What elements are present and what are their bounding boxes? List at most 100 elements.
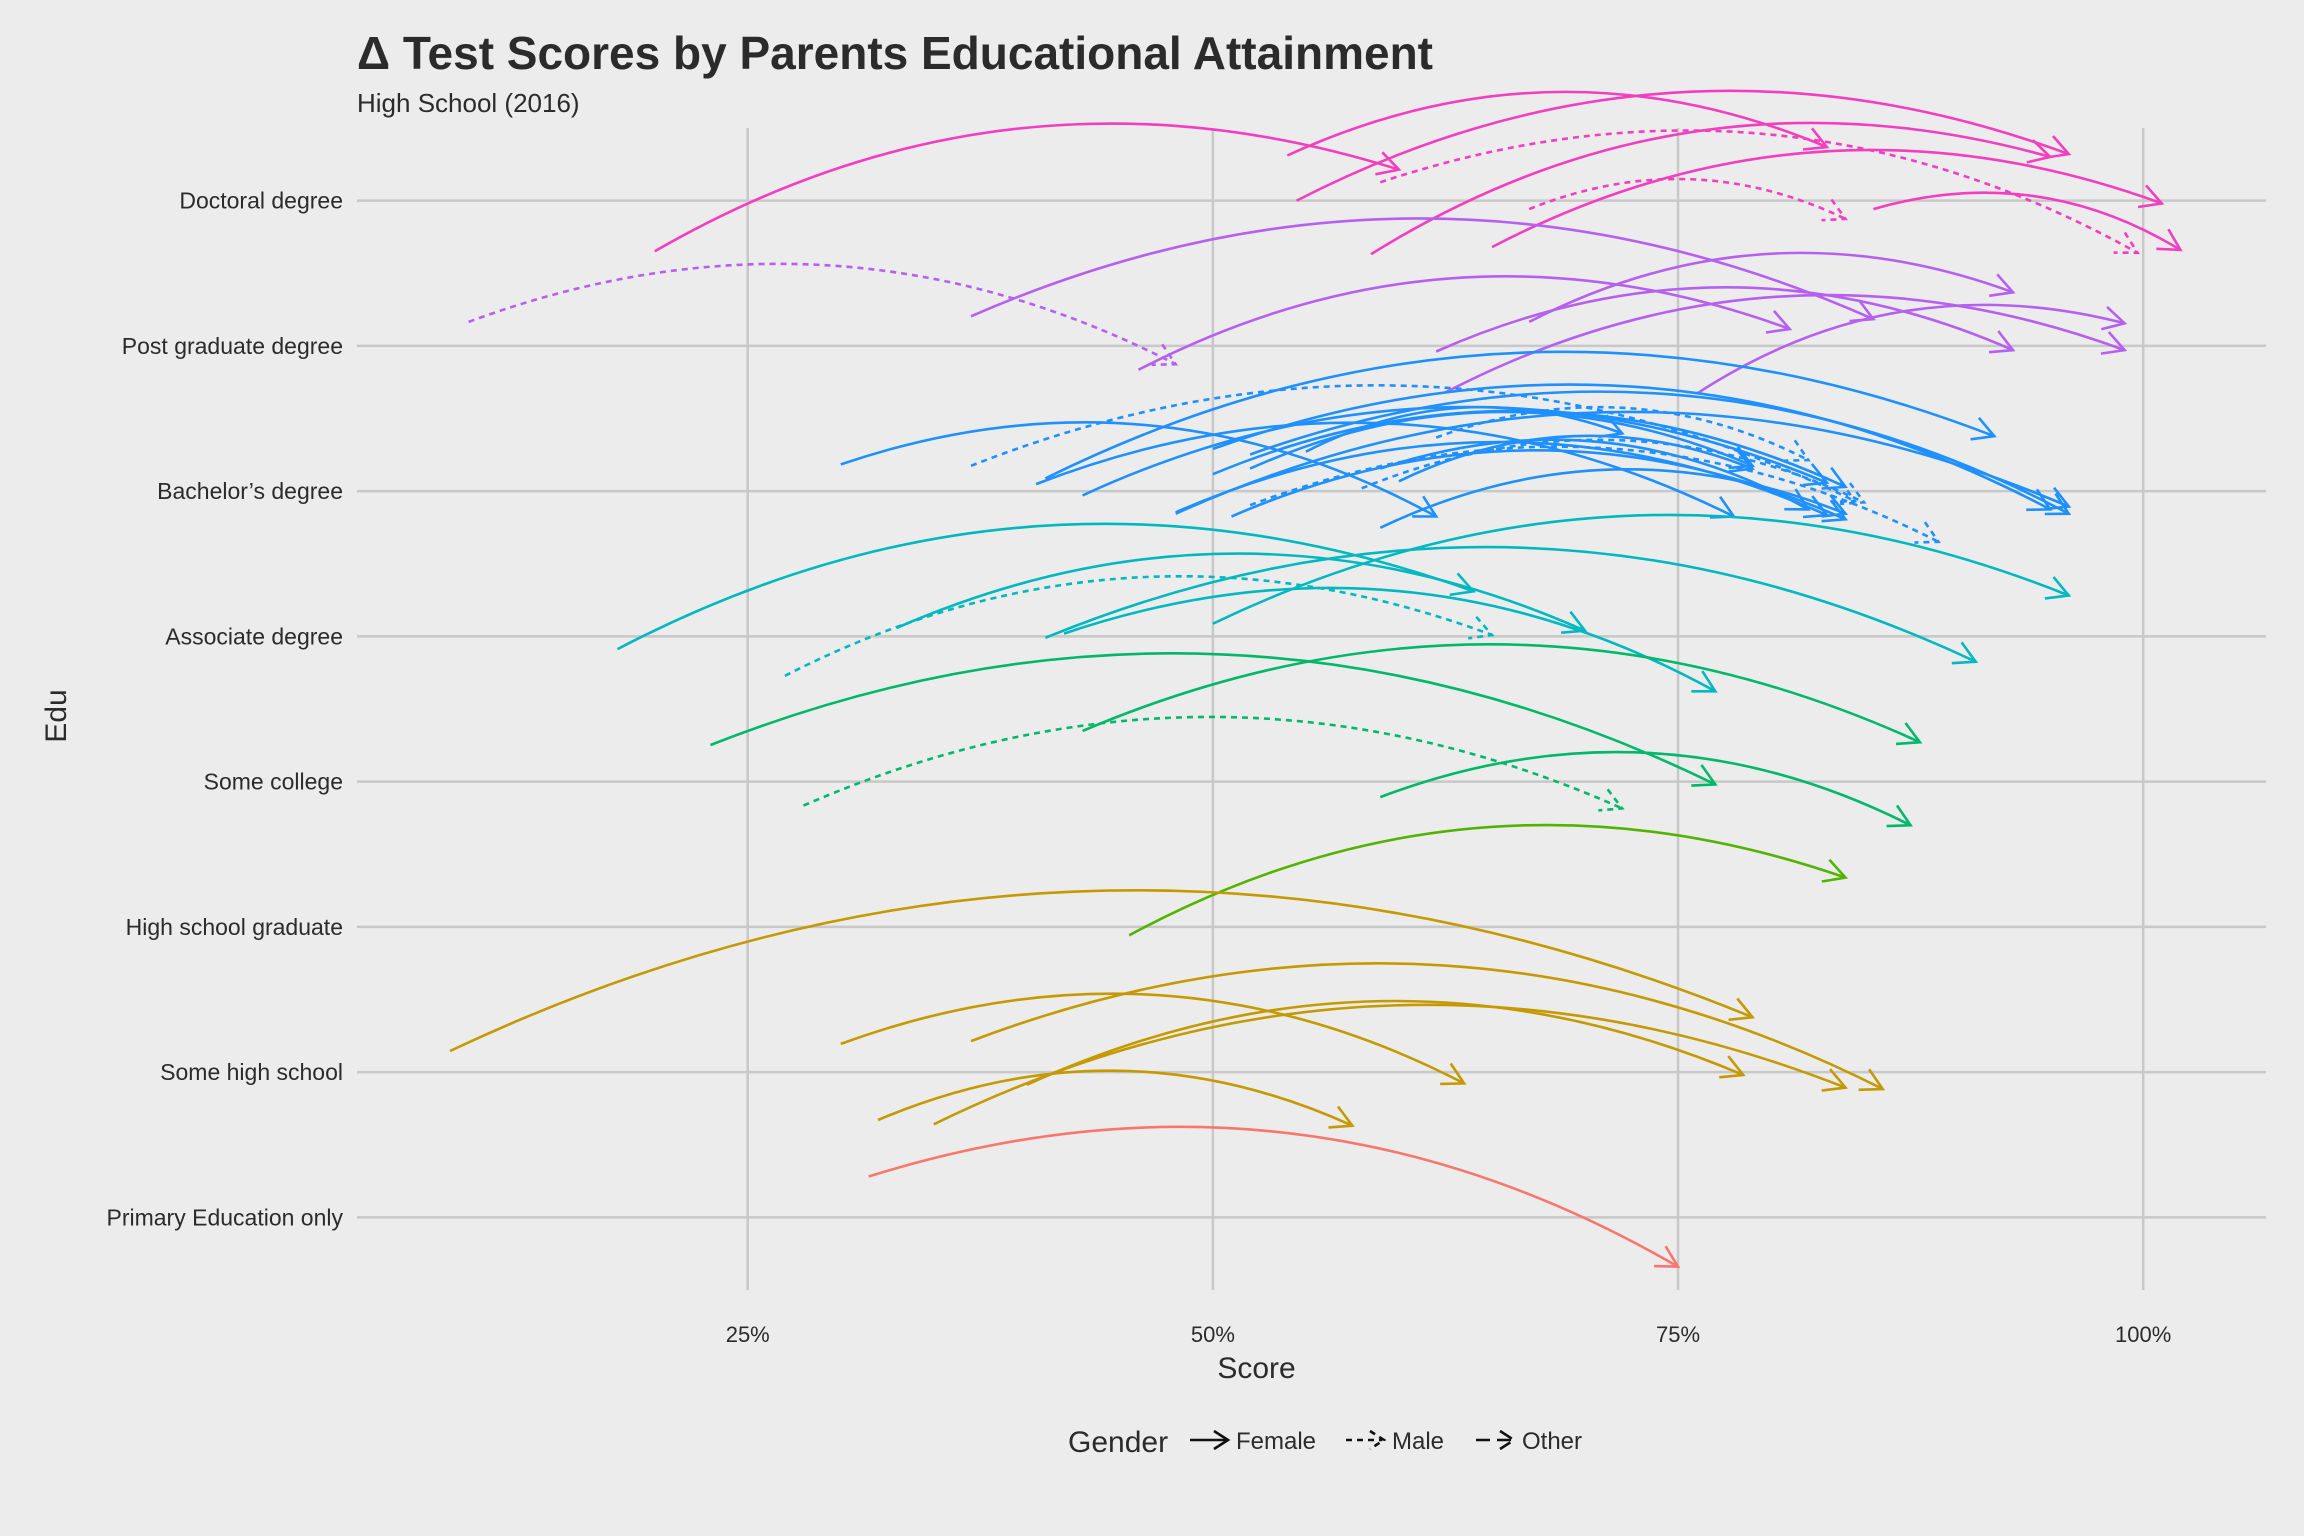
arrow-head (1858, 1068, 1886, 1092)
arrow-male (802, 715, 1623, 810)
arrow-female (1695, 303, 2125, 395)
arrow-head (1728, 997, 1756, 1022)
chart-subtitle: High School (2016) (357, 88, 580, 118)
arrow-head (1654, 1245, 1681, 1269)
arrow-female (1296, 89, 2070, 202)
arrow-head (1468, 615, 1495, 640)
arrow-female (1249, 410, 1754, 470)
arrow-female (868, 1125, 1679, 1268)
arrow-female (1026, 999, 1744, 1086)
arrow-head (1784, 488, 1811, 511)
arrow-female (1044, 350, 1995, 480)
grid (357, 128, 2266, 1290)
arrow-female (710, 652, 1716, 786)
y-tick-label: Associate degree (165, 623, 343, 649)
arrow-head (1691, 670, 1718, 693)
x-axis-label: Score (1217, 1352, 1295, 1385)
arrow-head (1914, 521, 1941, 544)
arrow-head (1449, 572, 1476, 597)
arrow-female (1379, 438, 1809, 511)
arrow-female (877, 1069, 1353, 1127)
legend-item-other: Other (1476, 1428, 1582, 1455)
arrow-female (1444, 293, 2126, 394)
arrow-head (1821, 494, 1849, 518)
arrow-female (896, 552, 1586, 632)
arrow-female (840, 992, 1465, 1085)
x-tick-label: 75% (1656, 1322, 1700, 1347)
arrow-female (840, 421, 1437, 518)
legend-label: Female (1236, 1428, 1316, 1455)
arrow-female (1491, 148, 2163, 249)
arrow-female (1044, 545, 1977, 663)
x-tick-label: 50% (1191, 1322, 1235, 1347)
chart-title: Δ Test Scores by Parents Educational Att… (357, 27, 1433, 79)
arrow-female (970, 962, 1884, 1091)
arrow-head (1598, 788, 1625, 812)
x-tick-label: 25% (726, 1322, 770, 1347)
arrow-female (1370, 121, 2051, 256)
arrow-female (933, 1003, 1846, 1126)
arrow-head (1560, 610, 1588, 634)
arrow-female (1212, 383, 2051, 511)
y-tick-label: Doctoral degree (179, 188, 343, 214)
arrow-female (616, 522, 1474, 651)
legend-label: Other (1522, 1428, 1582, 1455)
axes: 25% 50% 75% 100% Primary Education only Some … (40, 188, 2171, 1385)
arrow-female (1128, 823, 1846, 937)
arrow-female (654, 122, 1400, 253)
y-tick-label: Bachelor’s degree (157, 478, 343, 504)
arrow-head (2044, 576, 2072, 600)
arrow-male (1528, 177, 1847, 221)
arrow-head (1821, 499, 1848, 523)
legend-title: Gender (1068, 1426, 1168, 1459)
arrow-head (1691, 764, 1718, 787)
y-tick-label: Post graduate degree (122, 333, 343, 359)
arrow-head (1830, 480, 1858, 504)
y-tick-label: Primary Education only (107, 1204, 344, 1230)
arrow-female (1175, 410, 2070, 515)
arrow-head (1412, 495, 1439, 518)
y-tick-label: Some college (204, 769, 343, 795)
y-tick-label: High school graduate (126, 914, 343, 940)
arrow-head (1951, 641, 1979, 665)
arrow-male (784, 574, 1493, 677)
arrow-head (2026, 488, 2053, 512)
legend-item-female: Female (1190, 1428, 1316, 1455)
arrow-female (1528, 251, 2014, 324)
arrow-female (1286, 90, 1828, 157)
arrow-female (449, 889, 1753, 1053)
arrow-head (1728, 449, 1756, 473)
arrow-female (1379, 750, 1912, 827)
arrow-female (1398, 434, 1753, 483)
legend-key-head (1499, 1429, 1517, 1451)
arrow-female (1379, 468, 1846, 529)
arrow-head (2137, 184, 2165, 209)
arrow-male (1249, 445, 1940, 543)
legend-label: Male (1392, 1428, 1444, 1455)
arrow-female (1137, 275, 1791, 371)
legend-key-head (1213, 1429, 1231, 1451)
arrow-head (2044, 486, 2072, 511)
arrow-head (1989, 273, 2016, 298)
arrow-head (1821, 1068, 1849, 1092)
legend-key-head (1369, 1429, 1387, 1451)
arrow-female (1435, 286, 2014, 353)
arrow-head (1765, 310, 1793, 334)
arrow-head (1802, 463, 1830, 487)
x-tick-label: 100% (2115, 1322, 2171, 1347)
arrow-female (970, 217, 1874, 321)
arrow-head (2100, 331, 2128, 355)
arrow-head (2044, 492, 2072, 516)
arrow-head (2026, 139, 2053, 164)
y-axis-label: Edu (40, 689, 73, 742)
arrow-female (1212, 513, 2070, 625)
arrow-head (1440, 1062, 1467, 1086)
arrow-head (1988, 330, 2016, 354)
arrow-head (1895, 722, 1923, 746)
arrow-head (1886, 804, 1914, 828)
arrow-head (1970, 416, 1997, 441)
arrow-head (1784, 439, 1811, 462)
arrow-head (1719, 1055, 1746, 1079)
arrow-head (2113, 231, 2140, 255)
